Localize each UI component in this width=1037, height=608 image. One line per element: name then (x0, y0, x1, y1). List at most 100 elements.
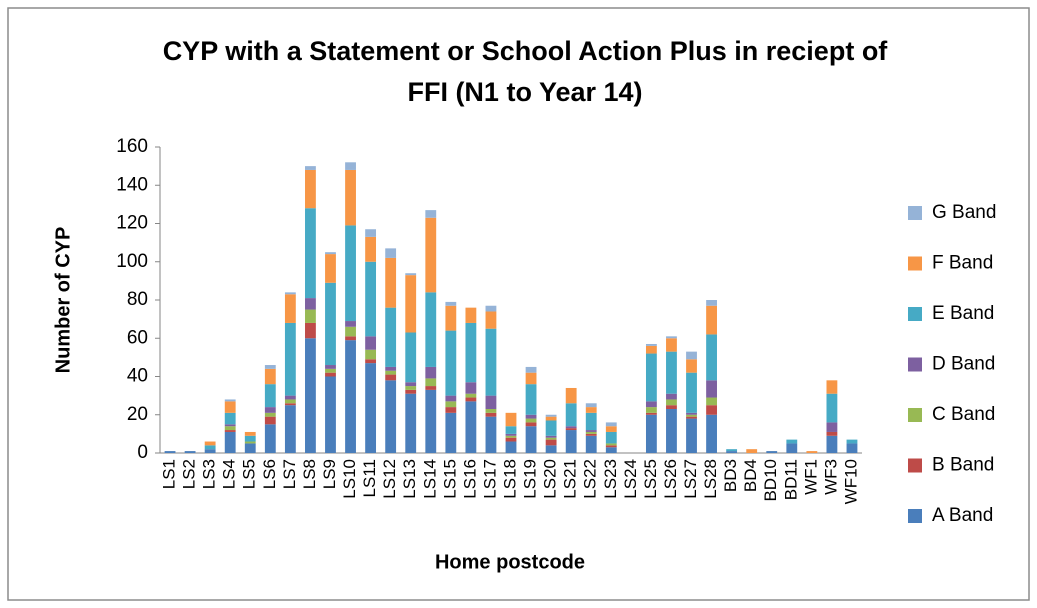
bar-segment (465, 397, 477, 402)
bar-segment (585, 403, 597, 408)
bar-segment (244, 435, 256, 442)
bar-segment (345, 162, 356, 170)
y-tick-label: 140 (116, 174, 148, 195)
chart-title: FFI (N1 to Year 14) (407, 77, 642, 107)
bar-segment (224, 431, 236, 453)
chart-title: CYP with a Statement or School Action Pl… (163, 36, 889, 66)
bar-segment (545, 437, 557, 440)
x-tick-label: LS12 (380, 459, 399, 499)
bar-segment (505, 435, 517, 438)
bar-segment (264, 365, 276, 369)
bar-segment (184, 451, 196, 453)
x-tick-label: LS8 (300, 459, 319, 489)
x-tick-label: WF1 (801, 459, 820, 495)
bar-segment (445, 412, 457, 453)
bar-segment (565, 387, 577, 404)
bar-segment (666, 338, 677, 352)
bar-segment (645, 401, 657, 408)
bar-segment (445, 401, 457, 408)
bar-segment (244, 443, 256, 453)
bar-segment (244, 441, 256, 444)
bar-segment (445, 330, 457, 396)
bar-segment (425, 389, 437, 453)
bar-segment (425, 378, 437, 387)
bar-segment (525, 426, 537, 453)
bar-segment (284, 292, 296, 295)
bar-segment (706, 380, 717, 398)
bar-segment (385, 380, 397, 453)
bar-segment (605, 445, 617, 448)
bar-segment (545, 445, 557, 453)
bar-segment (545, 435, 557, 438)
bar-segment (605, 443, 617, 446)
bar-segment (405, 389, 417, 394)
bar-segment (264, 407, 276, 413)
bar-segment (244, 431, 256, 436)
x-tick-label: LS4 (220, 459, 239, 489)
legend-label: A Band (932, 505, 993, 526)
x-tick-label: BD4 (741, 459, 760, 492)
bar-segment (305, 169, 316, 209)
legend-label: E Band (932, 303, 994, 324)
x-tick-label: LS1 (160, 459, 179, 489)
bar-segment (425, 210, 437, 218)
bar-segment (445, 395, 457, 402)
x-tick-label: LS20 (541, 459, 560, 499)
bar-segment (726, 449, 738, 452)
bar-segment (505, 426, 517, 434)
bar-segment (365, 363, 377, 453)
x-tick-label: LS3 (200, 459, 219, 489)
legend-swatch (908, 408, 922, 422)
bar-segment (284, 405, 296, 453)
bar-segment (385, 374, 397, 381)
legend-swatch (908, 256, 922, 271)
bar-segment (345, 169, 356, 226)
bar-segment (686, 416, 697, 419)
bar-segment (305, 309, 316, 323)
bar-segment (425, 366, 437, 379)
bar-segment (284, 399, 296, 404)
x-tick-label: LS16 (460, 459, 479, 499)
y-tick-label: 100 (116, 251, 148, 272)
x-tick-label: LS24 (621, 459, 640, 499)
bar-segment (645, 414, 657, 453)
bar-segment (425, 217, 437, 293)
bar-segment (706, 334, 717, 381)
y-tick-label: 0 (137, 442, 148, 463)
bar-segment (786, 443, 798, 453)
legend-label: B Band (932, 455, 994, 476)
bar-segment (585, 407, 597, 413)
bar-segment (325, 372, 336, 377)
bar-segment (365, 349, 377, 360)
bar-segment (525, 366, 537, 373)
y-tick-label: 20 (127, 404, 148, 425)
bar-segment (465, 307, 477, 323)
bar-segment (284, 294, 296, 323)
bar-segment (365, 261, 377, 337)
x-axis-label: Home postcode (435, 551, 585, 573)
bar-segment (425, 292, 437, 367)
legend-label: D Band (932, 354, 995, 375)
x-tick-label: LS5 (240, 459, 259, 489)
bar-segment (485, 305, 497, 312)
bar-segment (345, 336, 356, 341)
x-tick-label: LS7 (280, 459, 299, 489)
bar-segment (405, 275, 417, 333)
bar-segment (605, 426, 617, 432)
bar-segment (284, 395, 296, 400)
x-tick-label: BD11 (781, 459, 800, 500)
bar-segment (224, 399, 236, 402)
bar-segment (325, 282, 336, 366)
bar-segment (706, 305, 717, 335)
x-tick-label: LS13 (400, 459, 419, 499)
bar-segment (345, 340, 356, 453)
bar-segment (485, 395, 497, 410)
bar-segment (224, 424, 236, 427)
bar-segment (786, 439, 798, 444)
bar-segment (204, 449, 216, 453)
bar-segment (385, 370, 397, 375)
bar-segment (505, 412, 517, 427)
x-tick-label: BD3 (721, 459, 740, 492)
bar-segment (325, 365, 336, 369)
bar-segment (305, 166, 316, 170)
